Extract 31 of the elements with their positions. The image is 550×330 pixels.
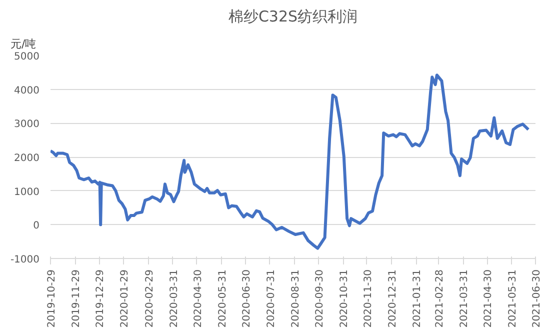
- y-tick-label: 2000: [14, 153, 40, 164]
- x-tick-label: 2020-10-31: [339, 269, 350, 328]
- y-axis-title: 元/吨: [10, 38, 36, 50]
- x-tick-label: 2019-10-29: [46, 269, 58, 328]
- x-tick-label: 2019-11-29: [71, 269, 82, 328]
- x-tick-label: 2020-05-31: [217, 269, 228, 328]
- x-tick-label: 2020-03-31: [168, 269, 180, 328]
- x-tick-label: 2021-05-31: [508, 269, 519, 328]
- x-tick-label: 2020-08-31: [290, 269, 302, 328]
- chart-title: 棉纱C32S纺织利润: [228, 8, 358, 26]
- y-tick-label: 5000: [14, 52, 40, 62]
- x-tick-label: 2020-07-31: [266, 269, 277, 328]
- x-tick-label: 2021-02-28: [434, 269, 446, 328]
- y-tick-label: 1000: [14, 186, 40, 198]
- y-tick-label: 0: [33, 220, 40, 232]
- x-tick-label: 2021-03-31: [459, 269, 470, 328]
- x-tick-label: 2020-02-29: [144, 269, 156, 328]
- y-tick-label: -1000: [10, 254, 40, 266]
- x-tick-label: 2020-11-30: [362, 269, 374, 328]
- x-tick-label: 2020-04-30: [192, 269, 204, 328]
- y-tick-label: 4000: [14, 85, 40, 96]
- x-tick-label: 2020-12-31: [388, 269, 399, 328]
- line-series: [50, 74, 530, 250]
- x-tick-label: 2019-12-29: [95, 269, 106, 328]
- x-tick-label: 2021-06-30: [532, 269, 542, 328]
- x-tick-label: 2020-06-30: [241, 269, 252, 328]
- x-tick-label: 2020-09-30: [314, 269, 326, 328]
- x-tick-label: 2021-04-30: [483, 269, 494, 328]
- x-tick-label: 2021-01-31: [412, 269, 424, 328]
- y-tick-label: 3000: [14, 119, 40, 130]
- x-tick-label: 2020-01-29: [120, 269, 131, 328]
